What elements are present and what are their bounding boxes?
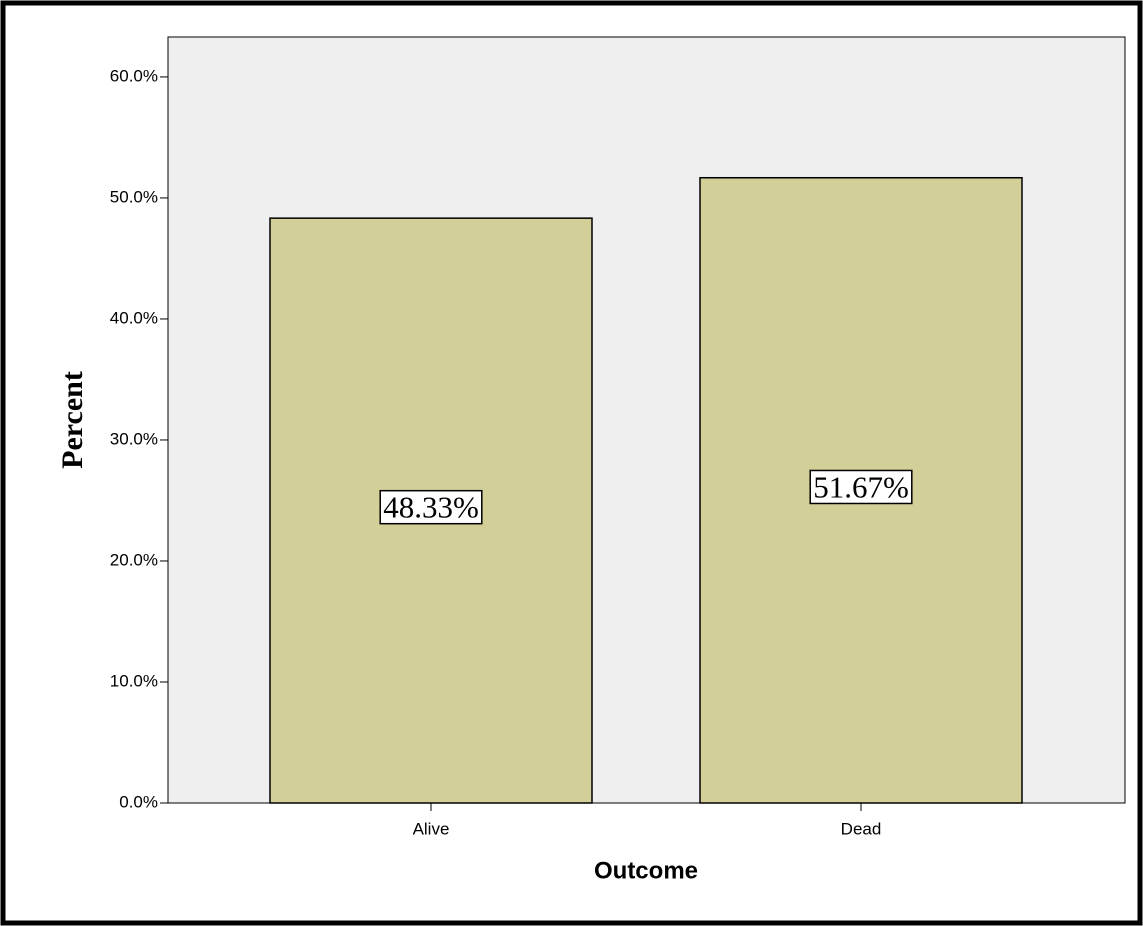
value-label: 51.67% — [813, 469, 909, 504]
x-axis-label: Outcome — [594, 857, 698, 884]
y-tick-label: 0.0% — [119, 792, 158, 811]
y-tick-label: 50.0% — [110, 187, 158, 206]
y-tick-label: 20.0% — [110, 550, 158, 569]
value-label-box — [809, 469, 913, 505]
value-label: 48.33% — [383, 490, 479, 525]
y-tick-label: 60.0% — [110, 66, 158, 85]
x-tick-label: Dead — [841, 819, 882, 838]
y-tick-label: 10.0% — [110, 671, 158, 690]
y-tick-label: 30.0% — [110, 429, 158, 448]
y-axis-label: Percent — [56, 371, 89, 469]
x-tick-label: Alive — [413, 819, 450, 838]
value-label-box — [379, 489, 483, 525]
y-tick-label: 40.0% — [110, 308, 158, 327]
